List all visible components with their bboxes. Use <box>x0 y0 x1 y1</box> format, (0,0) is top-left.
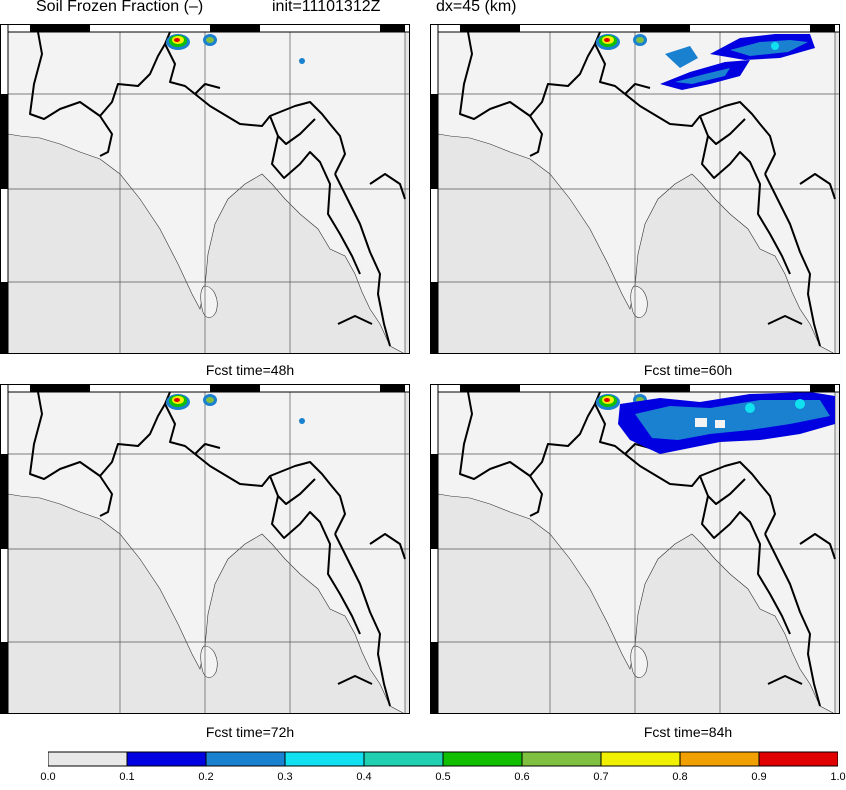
colorbar-label: 0.7 <box>593 771 609 783</box>
colorbar-label: 0.8 <box>672 771 688 783</box>
map-panel-48h <box>0 24 410 354</box>
colorbar-label: 0.3 <box>277 771 293 783</box>
colorbar-label: 0.2 <box>198 771 214 783</box>
colorbar-label: 1.0 <box>830 771 846 783</box>
colorbar-block-2 <box>205 751 286 767</box>
caption-60h: Fcst time=60h <box>643 362 733 378</box>
colorbar-label: 0.9 <box>751 771 767 783</box>
colorbar-block-6 <box>521 751 602 767</box>
colorbar-label: 0.5 <box>435 771 451 783</box>
map-panel-72h <box>0 384 410 714</box>
colorbar-label: 0.6 <box>514 771 530 783</box>
title-variable: Soil Frozen Fraction (–) <box>36 0 204 15</box>
title-init: init=11101312Z <box>272 0 381 15</box>
colorbar-block-4 <box>363 751 444 767</box>
colorbar-block-9 <box>758 751 838 767</box>
map-60h <box>430 24 840 354</box>
colorbar-block-8 <box>679 751 760 767</box>
map-72h <box>0 384 410 714</box>
colorbar-label: 0.4 <box>356 771 372 783</box>
colorbar-block-3 <box>284 751 365 767</box>
title-dx: dx=45 (km) <box>436 0 517 15</box>
colorbar-block-1 <box>126 751 207 767</box>
map-48h <box>0 24 410 354</box>
colorbar-block-0 <box>48 751 128 767</box>
colorbar-block-5 <box>442 751 523 767</box>
map-panel-84h <box>430 384 840 714</box>
caption-48h: Fcst time=48h <box>205 362 295 378</box>
colorbar-label: 0.0 <box>40 771 56 783</box>
caption-84h: Fcst time=84h <box>643 724 733 740</box>
caption-72h: Fcst time=72h <box>205 724 295 740</box>
map-panel-60h <box>430 24 840 354</box>
colorbar-label: 0.1 <box>119 771 135 783</box>
map-84h <box>430 384 840 714</box>
colorbar-block-7 <box>600 751 681 767</box>
colorbar <box>48 751 838 767</box>
